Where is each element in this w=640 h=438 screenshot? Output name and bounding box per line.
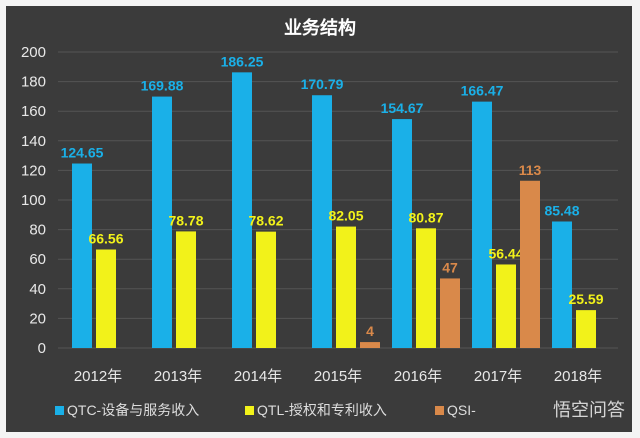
y-tick-label: 160	[21, 103, 46, 120]
data-label: 154.67	[381, 100, 424, 116]
y-tick-label: 0	[38, 340, 46, 357]
data-label: 113	[519, 162, 542, 178]
data-label: 80.87	[408, 209, 443, 225]
bar	[520, 180, 540, 348]
bar	[336, 226, 356, 348]
data-label: 166.47	[461, 83, 504, 99]
data-label: 169.88	[141, 78, 184, 94]
y-tick-label: 200	[21, 44, 46, 61]
y-tick-label: 60	[29, 251, 46, 268]
bar	[576, 310, 596, 348]
x-tick-label: 2014年	[234, 368, 282, 385]
bar	[72, 163, 92, 348]
bar	[96, 249, 116, 348]
bar	[312, 95, 332, 348]
legend-label: QTC-设备与服务收入	[67, 402, 199, 418]
data-label: 56.44	[488, 245, 523, 261]
bar	[440, 278, 460, 348]
bar	[360, 342, 380, 348]
legend-swatch	[435, 406, 444, 415]
y-tick-label: 140	[21, 133, 46, 150]
x-tick-label: 2013年	[154, 368, 202, 385]
data-label: 4	[366, 323, 374, 339]
data-label: 85.48	[544, 202, 579, 218]
data-label: 186.25	[221, 53, 264, 69]
y-tick-label: 80	[29, 222, 46, 239]
bar	[496, 264, 516, 348]
bar	[232, 72, 252, 348]
x-tick-label: 2012年	[74, 368, 122, 385]
bar	[256, 231, 276, 348]
bar	[392, 119, 412, 348]
x-tick-label: 2016年	[394, 368, 442, 385]
x-tick-label: 2017年	[474, 368, 522, 385]
data-label: 25.59	[568, 291, 603, 307]
y-tick-label: 40	[29, 281, 46, 298]
data-label: 82.05	[328, 208, 363, 224]
bar	[152, 96, 172, 348]
x-tick-label: 2015年	[314, 368, 362, 385]
bar	[472, 101, 492, 349]
data-label: 124.65	[61, 145, 104, 161]
legend-swatch	[245, 406, 254, 415]
legend-label: QSI-	[447, 402, 476, 418]
data-label: 66.56	[88, 230, 123, 246]
bar	[552, 221, 572, 348]
legend-swatch	[55, 406, 64, 415]
watermark-logo: 悟空问答	[553, 400, 625, 420]
data-label: 78.62	[248, 213, 283, 229]
data-label: 47	[442, 259, 458, 275]
y-tick-label: 180	[21, 74, 46, 91]
x-tick-label: 2018年	[554, 368, 602, 385]
y-tick-label: 20	[29, 310, 46, 327]
bar	[416, 228, 436, 348]
y-tick-label: 100	[21, 192, 46, 209]
chart-title: 业务结构	[284, 17, 356, 38]
legend-label: QTL-授权和专利收入	[257, 402, 387, 418]
data-label: 170.79	[301, 76, 344, 92]
y-tick-label: 120	[21, 162, 46, 179]
data-label: 78.78	[168, 212, 203, 228]
bar	[176, 231, 196, 348]
